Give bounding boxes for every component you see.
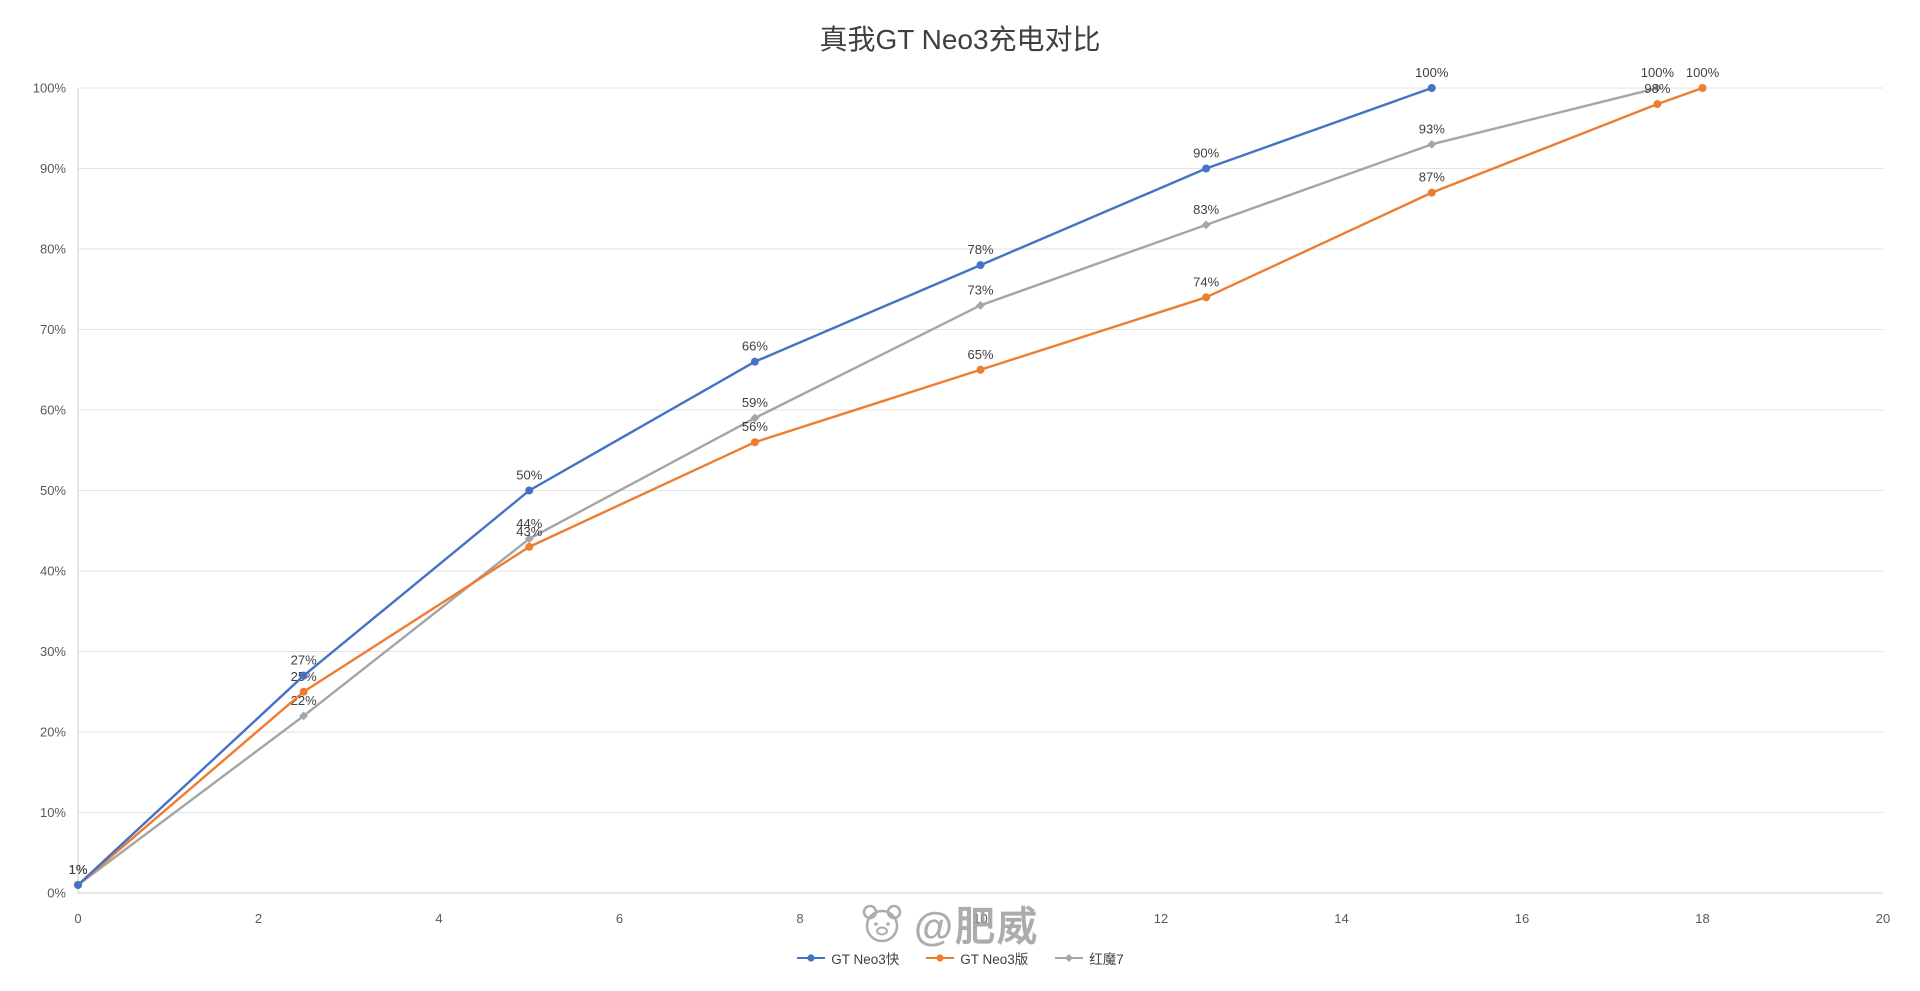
x-tick-label: 0	[74, 911, 81, 926]
data-label: 100%	[1686, 65, 1720, 80]
x-tick-label: 2	[255, 911, 262, 926]
data-label: 50%	[516, 468, 542, 483]
data-label: 74%	[1193, 274, 1219, 289]
data-point	[1653, 100, 1662, 109]
data-point	[1202, 293, 1211, 302]
x-tick-label: 20	[1876, 911, 1890, 926]
x-tick-label: 8	[796, 911, 803, 926]
legend-item-1: GT Neo3版	[925, 948, 1028, 968]
data-point	[1698, 84, 1707, 92]
data-label: 65%	[967, 347, 993, 362]
data-label: 27%	[291, 653, 317, 668]
x-tick-label: 6	[616, 911, 623, 926]
data-point	[525, 486, 534, 495]
data-label: 73%	[967, 282, 993, 297]
x-tick-label: 12	[1154, 911, 1168, 926]
data-point	[1652, 83, 1662, 93]
chart-title: 真我GT Neo3充电对比	[819, 24, 1101, 55]
y-tick-label: 100%	[33, 81, 67, 96]
y-tick-label: 20%	[40, 725, 66, 740]
x-tick-label: 16	[1515, 911, 1529, 926]
data-label: 90%	[1193, 146, 1219, 161]
data-point	[74, 880, 82, 889]
data-label: 83%	[1193, 202, 1219, 217]
x-tick-label: 4	[435, 911, 442, 926]
data-label: 78%	[967, 242, 993, 257]
chart-legend: GT Neo3快 GT Neo3版 红魔7	[0, 948, 1920, 968]
legend-item-0: GT Neo3快	[796, 948, 899, 968]
data-label: 100%	[1415, 65, 1449, 80]
y-tick-label: 50%	[40, 483, 66, 498]
legend-label: GT Neo3版	[960, 952, 1029, 967]
series-line	[77, 86, 1703, 886]
data-point	[299, 711, 309, 721]
data-label: 98%	[1644, 81, 1670, 96]
legend-label: 红魔7	[1089, 952, 1124, 967]
data-point	[1201, 220, 1211, 230]
data-label: 93%	[1419, 121, 1445, 136]
y-tick-label: 80%	[40, 242, 66, 257]
data-point	[1427, 84, 1436, 92]
data-point	[750, 413, 760, 423]
legend-label: GT Neo3快	[831, 952, 900, 967]
y-tick-label: 0%	[47, 886, 66, 901]
y-tick-label: 70%	[40, 322, 66, 337]
data-point	[750, 357, 759, 366]
data-point	[299, 687, 308, 696]
data-point	[750, 438, 759, 447]
data-label: 100%	[1641, 65, 1675, 80]
data-label: 1%	[69, 862, 88, 877]
legend-marker-icon	[1055, 954, 1084, 962]
data-point	[525, 542, 534, 551]
data-label: 44%	[516, 516, 542, 531]
data-point	[299, 671, 308, 680]
y-tick-label: 40%	[40, 564, 66, 579]
series-line	[77, 86, 1658, 886]
y-tick-label: 30%	[40, 644, 66, 659]
legend-item-2: 红魔7	[1054, 948, 1124, 968]
data-point	[1202, 164, 1211, 173]
data-label: 43%	[516, 524, 542, 539]
data-label: 87%	[1419, 170, 1445, 185]
data-label: 66%	[742, 339, 768, 354]
data-label: 1%	[69, 862, 88, 877]
series-line	[77, 86, 1433, 886]
x-tick-label: 10	[973, 911, 987, 926]
data-point	[524, 534, 534, 544]
data-point	[976, 365, 985, 374]
data-point	[976, 300, 985, 310]
data-point	[1427, 139, 1437, 149]
data-label: 1%	[69, 862, 88, 877]
legend-marker-icon	[926, 954, 955, 962]
y-tick-label: 10%	[40, 805, 66, 820]
data-point	[976, 261, 985, 270]
y-tick-label: 60%	[40, 403, 66, 418]
data-point	[1427, 188, 1436, 197]
x-tick-label: 14	[1334, 911, 1348, 926]
data-label: 56%	[742, 419, 768, 434]
x-tick-label: 18	[1695, 911, 1709, 926]
y-tick-label: 90%	[40, 161, 66, 176]
data-label: 59%	[742, 395, 768, 410]
legend-marker-icon	[797, 954, 826, 962]
